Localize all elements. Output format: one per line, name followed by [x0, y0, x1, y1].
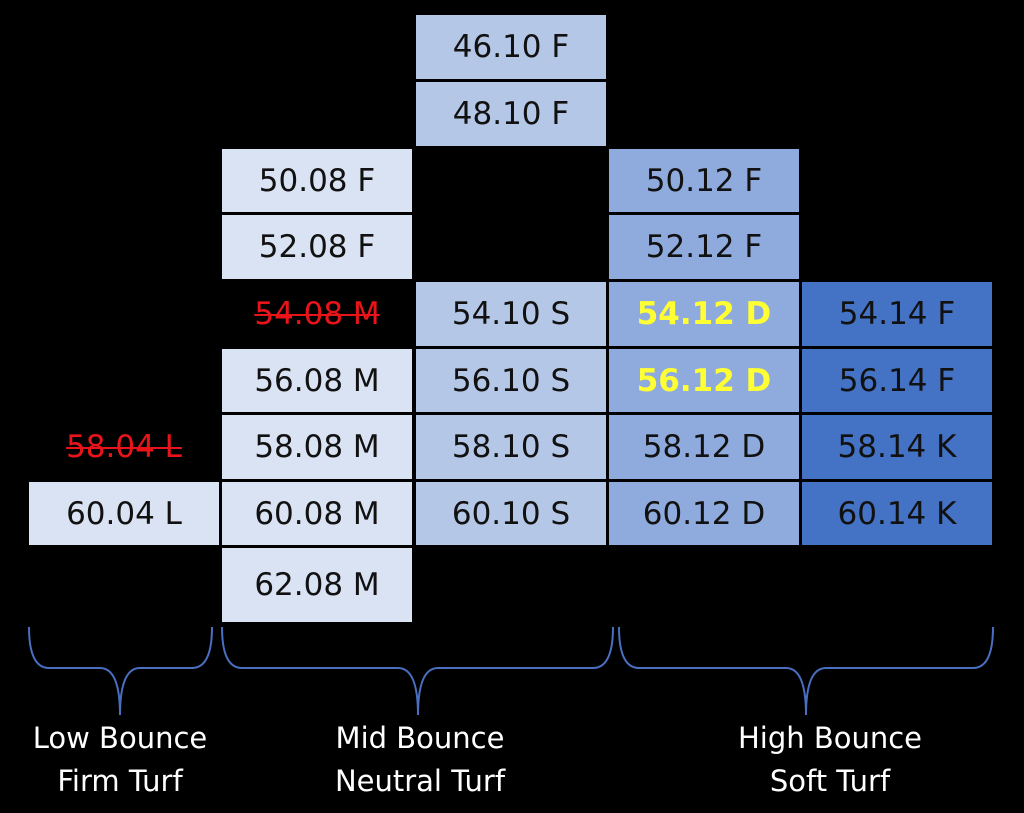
cell: 56.14 F	[802, 349, 992, 412]
group-line: Low Bounce	[32, 721, 208, 755]
cell: 48.10 F	[416, 82, 606, 146]
cell: 56.08 M	[222, 349, 412, 412]
cell: 50.12 F	[609, 149, 799, 212]
cell: 60.08 M	[222, 482, 412, 545]
cell: 62.08 M	[222, 548, 412, 622]
cell: 52.12 F	[609, 215, 799, 279]
cell: 54.08 M	[254, 296, 380, 332]
group-label: High Bounce Soft Turf	[680, 717, 980, 803]
group-line: High Bounce	[737, 721, 923, 755]
cell: 56.12 D	[609, 349, 799, 412]
cell: 52.08 F	[222, 215, 412, 279]
group-line: Soft Turf	[769, 764, 891, 798]
brace	[28, 626, 213, 716]
group-line: Firm Turf	[57, 764, 183, 798]
cell: 58.04 L	[66, 429, 182, 465]
cell: 58.14 K	[802, 415, 992, 479]
cell: 50.08 F	[222, 149, 412, 212]
group-label: Mid Bounce Neutral Turf	[270, 717, 570, 803]
cell: 60.04 L	[29, 482, 219, 545]
cell: 58.12 D	[609, 415, 799, 479]
cell: 58.08 M	[222, 415, 412, 479]
cell: 60.14 K	[802, 482, 992, 545]
cell: 54.12 D	[609, 282, 799, 346]
brace	[618, 626, 994, 716]
cell: 60.10 S	[416, 482, 606, 545]
cell: 54.10 S	[416, 282, 606, 346]
cell: 60.12 D	[609, 482, 799, 545]
cell: 54.14 F	[802, 282, 992, 346]
cell: 46.10 F	[416, 15, 606, 79]
brace	[221, 626, 614, 716]
group-line: Neutral Turf	[334, 764, 506, 798]
group-label: Low Bounce Firm Turf	[0, 717, 270, 803]
cell: 58.10 S	[416, 415, 606, 479]
cell: 56.10 S	[416, 349, 606, 412]
group-line: Mid Bounce	[335, 721, 505, 755]
